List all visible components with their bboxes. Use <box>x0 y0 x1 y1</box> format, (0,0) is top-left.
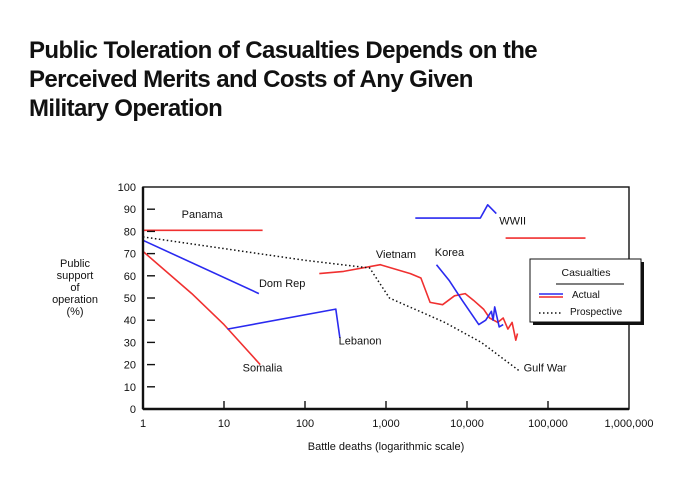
y-tick-label: 10 <box>124 382 136 394</box>
x-tick-label: 10 <box>218 418 230 430</box>
legend: Casualties Actual Prospective <box>529 258 644 325</box>
series-lebanon <box>227 308 341 339</box>
x-tick-label: 1 <box>140 418 146 430</box>
x-tick-label: 100,000 <box>528 418 568 430</box>
annotation-panama: Panama <box>182 209 224 221</box>
y-axis-label-line-4: operation <box>52 294 98 306</box>
annotation-wwii: WWII <box>499 216 526 228</box>
y-tick-label: 40 <box>124 315 136 327</box>
annotations-layer: Panama Dom Rep Somalia Lebanon Vietnam Korea W… <box>182 209 567 374</box>
y-axis-label-line-2: support <box>56 270 94 282</box>
y-tick-label: 30 <box>124 337 136 349</box>
annotation-gulf-war: Gulf War <box>524 362 567 374</box>
chart-title-line-2: Perceived Merits and Costs of Any Given <box>29 66 473 93</box>
y-tick-label: 0 <box>130 404 136 416</box>
y-tick-label: 20 <box>124 360 136 372</box>
chart-title-line-3: Military Operation <box>29 95 223 122</box>
x-tick-label: 100 <box>296 418 314 430</box>
chart-title: Public Toleration of Casualties Depends … <box>29 36 669 123</box>
x-axis-label: Battle deaths (logarithmic scale) <box>308 441 465 453</box>
y-tick-label: 70 <box>124 249 136 261</box>
annotation-dom-rep: Dom Rep <box>259 278 305 290</box>
series-korea <box>435 264 504 328</box>
series-prospective <box>142 236 521 372</box>
legend-prospective-label: Prospective <box>570 307 623 318</box>
y-tick-label: 90 <box>124 204 136 216</box>
annotation-vietnam: Vietnam <box>376 249 416 261</box>
y-axis-label-line-1: Public <box>60 258 90 270</box>
x-tick-label: 1,000 <box>372 418 400 430</box>
x-tick-label: 1,000,000 <box>605 418 654 430</box>
series-wwii <box>415 204 497 219</box>
y-axis-label-line-5: (%) <box>66 306 84 318</box>
y-axis-label-line-3: of <box>70 282 80 294</box>
series-layer <box>142 204 586 372</box>
series-vietnam <box>319 263 519 342</box>
x-tick-label: 10,000 <box>450 418 484 430</box>
y-tick-label: 50 <box>124 293 136 305</box>
legend-title: Casualties <box>561 267 610 279</box>
y-axis-label: Public support of operation (%) <box>40 258 110 318</box>
legend-actual-label: Actual <box>572 290 600 301</box>
y-tick-label: 100 <box>118 182 136 194</box>
series-dom-rep <box>142 239 260 295</box>
series-somalia <box>142 250 261 366</box>
y-tick-label: 80 <box>124 226 136 238</box>
y-tick-label: 60 <box>124 271 136 283</box>
chart-title-line-1: Public Toleration of Casualties Depends … <box>29 37 538 64</box>
annotation-somalia: Somalia <box>243 362 284 374</box>
annotation-korea: Korea <box>435 247 465 259</box>
annotation-lebanon: Lebanon <box>339 336 382 348</box>
legend-box <box>529 258 642 323</box>
